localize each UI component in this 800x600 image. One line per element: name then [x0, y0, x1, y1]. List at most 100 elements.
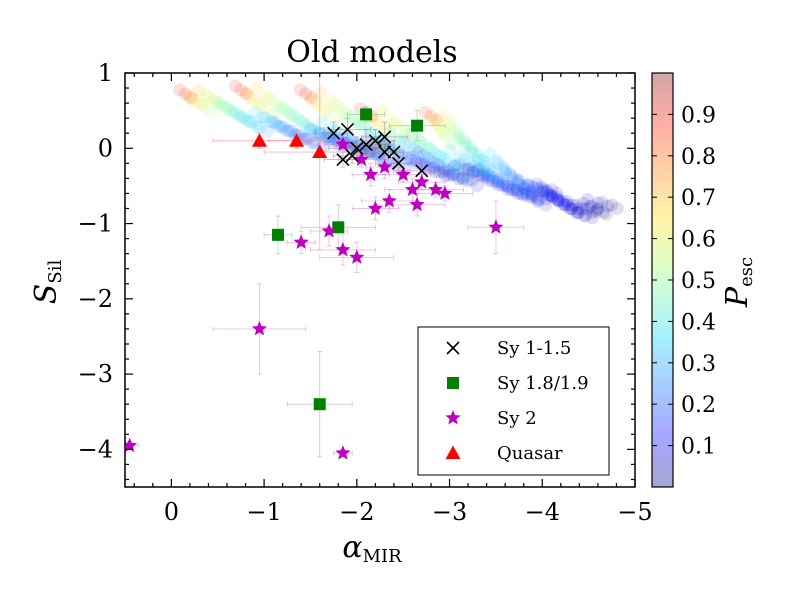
model-point	[397, 136, 411, 150]
model-point	[383, 126, 397, 140]
model-point	[452, 157, 466, 171]
model-point	[266, 115, 280, 129]
data-point-x	[387, 145, 401, 159]
model-point	[249, 81, 263, 95]
legend-marker-x	[446, 341, 460, 355]
model-point	[276, 120, 290, 134]
model-point	[213, 96, 227, 110]
data-point-x	[350, 141, 364, 155]
y-tick-label: −4	[78, 435, 113, 463]
model-point	[432, 149, 446, 163]
model-point	[323, 107, 337, 121]
model-point	[460, 174, 474, 188]
data-point-star	[488, 219, 504, 234]
model-point	[300, 132, 314, 146]
data-point-star	[381, 192, 397, 208]
model-point	[484, 163, 498, 177]
model-point	[590, 203, 604, 217]
model-point	[530, 177, 544, 191]
data-point-square	[332, 221, 345, 234]
model-point	[433, 165, 447, 179]
model-point	[503, 167, 517, 181]
data-point-star	[335, 136, 351, 151]
model-point	[256, 110, 270, 124]
model-point	[486, 174, 500, 188]
model-point	[596, 205, 610, 219]
model-point	[443, 116, 457, 130]
model-point	[268, 116, 282, 130]
model-point	[421, 151, 435, 165]
model-point	[260, 125, 274, 139]
model-point	[456, 131, 470, 145]
model-point	[531, 192, 545, 206]
model-point	[382, 139, 396, 153]
model-point	[461, 161, 475, 175]
model-point	[264, 114, 278, 128]
model-point	[510, 173, 524, 187]
x-tick-label: −2	[339, 498, 374, 526]
data-point-star	[321, 223, 337, 238]
model-point	[282, 124, 296, 138]
model-point	[428, 146, 442, 160]
data-point-x	[378, 145, 392, 159]
model-point	[542, 189, 556, 203]
data-point-star	[335, 445, 351, 460]
legend-label: Sy 1.8/1.9	[497, 373, 589, 394]
model-point	[525, 190, 539, 204]
model-point	[476, 169, 490, 183]
model-point	[324, 94, 338, 108]
model-point	[323, 133, 337, 147]
model-point	[442, 168, 456, 182]
model-point	[234, 110, 248, 124]
model-point	[413, 135, 427, 149]
model-point	[239, 87, 253, 101]
model-point	[303, 123, 317, 137]
model-point	[384, 112, 398, 126]
data-point-square	[313, 398, 326, 411]
model-point	[540, 184, 554, 198]
legend-marker-square	[447, 377, 459, 389]
model-point	[491, 178, 505, 192]
model-point	[186, 92, 200, 106]
data-point-square	[360, 108, 373, 121]
model-point	[521, 177, 535, 191]
axis-ticks: 0 −1 −2 −3 −4 −5 1 0 −1 −2 −3 −4	[78, 59, 653, 526]
data-point-x	[391, 156, 406, 170]
colorbar-tick-label: 0.2	[681, 393, 716, 418]
model-point	[545, 183, 559, 197]
model-point	[571, 202, 585, 216]
model-point	[433, 149, 447, 163]
model-point	[558, 198, 572, 212]
model-point	[455, 171, 469, 185]
model-point	[610, 201, 624, 215]
data-point-x	[415, 164, 429, 178]
model-point	[452, 162, 466, 176]
model-point	[512, 177, 526, 191]
y-tick-label: 1	[98, 59, 113, 87]
model-point	[516, 179, 530, 193]
chart-title: Old models	[286, 35, 457, 70]
model-point	[315, 115, 329, 129]
model-point	[458, 138, 472, 152]
model-point	[463, 156, 477, 170]
model-point	[576, 196, 590, 210]
model-point	[285, 108, 299, 122]
model-point	[389, 157, 403, 171]
model-point	[480, 170, 494, 184]
model-point	[248, 105, 262, 119]
x-axis-title-sub: MIR	[363, 546, 403, 567]
data-point-star	[395, 166, 411, 182]
model-point	[178, 87, 192, 101]
colorbar-gradient	[652, 73, 673, 487]
model-point	[572, 205, 586, 219]
model-point	[334, 102, 348, 116]
model-point	[472, 152, 486, 166]
data-markers	[125, 108, 504, 460]
model-point	[560, 194, 574, 208]
model-point	[591, 196, 605, 210]
model-point	[490, 154, 504, 168]
model-point	[516, 188, 530, 202]
colorbar-tick-label: 0.1	[681, 435, 716, 460]
model-point	[403, 140, 417, 154]
